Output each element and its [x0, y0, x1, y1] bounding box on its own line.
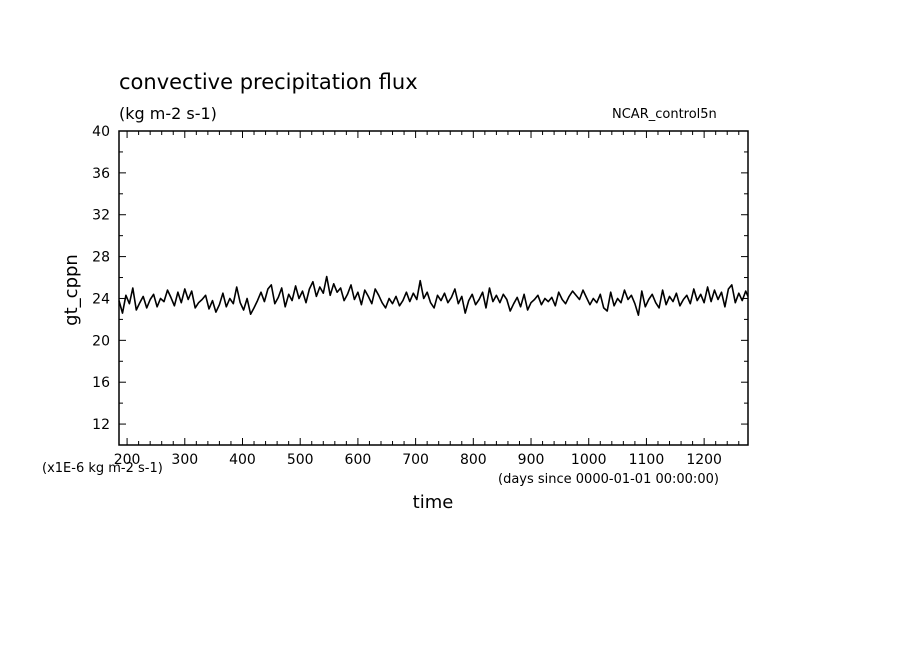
y-tick-label: 32	[92, 208, 110, 224]
x-tick-label: 800	[460, 452, 487, 468]
x-tick-label: 1000	[571, 452, 607, 468]
series-line	[118, 275, 749, 317]
y-scale-label: (x1E-6 kg m-2 s-1)	[42, 461, 163, 476]
chart-subtitle: (kg m-2 s-1)	[119, 104, 217, 123]
source-label: NCAR_control5n	[612, 107, 717, 122]
y-tick-label: 16	[92, 375, 110, 391]
x-tick-label: 700	[402, 452, 429, 468]
y-tick-label: 40	[92, 124, 110, 140]
y-tick-label: 36	[92, 166, 110, 182]
y-axis-title: gt_cppn	[61, 254, 82, 326]
y-axis: 12 16 20 24 28 32 36 40	[92, 124, 748, 446]
y-tick-label: 12	[92, 417, 110, 433]
x-tick-label: 1100	[629, 452, 665, 468]
chart-title: convective precipitation flux	[119, 70, 418, 94]
plot-frame	[118, 130, 749, 446]
x-axis-title: time	[413, 492, 454, 513]
x-tick-label: 1200	[686, 452, 722, 468]
x-tick-label: 900	[518, 452, 545, 468]
y-tick-label: 28	[92, 250, 110, 266]
x-tick-label: 300	[171, 452, 198, 468]
series-layer	[118, 275, 749, 317]
x-tick-label: 200	[114, 452, 141, 468]
x-tick-label: 600	[345, 452, 372, 468]
x-tick-label: 500	[287, 452, 314, 468]
x-units-label: (days since 0000-01-01 00:00:00)	[498, 472, 719, 487]
y-tick-label: 20	[92, 333, 110, 349]
x-tick-label: 400	[229, 452, 256, 468]
y-tick-label: 24	[92, 291, 110, 307]
x-axis: 200 300 400 500 600 700 800 900 1000 1100 1200	[114, 131, 740, 468]
